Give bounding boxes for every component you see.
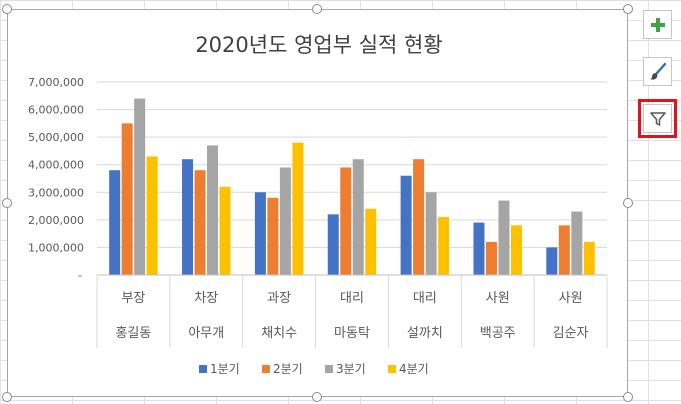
- resize-handle-top-left[interactable]: [2, 4, 12, 14]
- x-name-label: 설까치: [407, 326, 443, 341]
- resize-handle-bottom-center[interactable]: [312, 392, 322, 402]
- x-category-label: 차장: [194, 291, 218, 306]
- y-tick-label: 4,000,000: [28, 159, 84, 172]
- bar: [425, 192, 437, 275]
- x-name-label: 아무개: [188, 326, 224, 341]
- bar: [219, 186, 231, 275]
- bar: [485, 241, 497, 275]
- bar: [571, 211, 583, 275]
- chart-area[interactable]: 2020년도 영업부 실적 현황 - 1,000,000 2,000,000 3,00…: [7, 9, 628, 397]
- legend-label: 1분기: [210, 362, 240, 376]
- bar: [438, 217, 450, 275]
- x-category-label: 대리: [340, 291, 364, 306]
- chart-elements-button[interactable]: [643, 10, 672, 39]
- bar: [400, 175, 412, 275]
- bar: [510, 225, 522, 275]
- resize-handle-middle-left[interactable]: [2, 198, 12, 208]
- bar: [365, 208, 377, 275]
- x-name-label: 마동탁: [334, 326, 370, 341]
- resize-handle-top-right[interactable]: [623, 4, 633, 14]
- legend-label: 4분기: [399, 362, 429, 376]
- x-name-label: 백공주: [480, 326, 516, 341]
- bar: [327, 214, 339, 275]
- y-tick-label: -: [78, 269, 82, 282]
- bar: [473, 222, 485, 275]
- resize-handle-bottom-left[interactable]: [2, 392, 12, 402]
- chart-filters-button[interactable]: [638, 99, 677, 138]
- plus-icon: [650, 17, 665, 32]
- y-tick-label: 6,000,000: [28, 104, 84, 117]
- chart-styles-button[interactable]: [643, 57, 672, 86]
- bar-chart: 2020년도 영업부 실적 현황 - 1,000,000 2,000,000 3,00…: [28, 33, 608, 376]
- x-name-label: 홍길동: [115, 326, 151, 341]
- y-tick-label: 1,000,000: [28, 241, 84, 254]
- resize-handle-middle-right[interactable]: [623, 198, 633, 208]
- bar: [254, 192, 266, 275]
- bar: [109, 170, 121, 275]
- bar: [134, 98, 146, 276]
- y-tick-label: 5,000,000: [28, 131, 84, 144]
- x-name-label: 채치수: [261, 326, 297, 341]
- y-tick-label: 2,000,000: [28, 214, 84, 227]
- legend-label: 3분기: [336, 362, 366, 376]
- x-category-label: 부장: [121, 291, 145, 306]
- bar: [121, 123, 133, 275]
- x-category-label: 과장: [267, 291, 291, 306]
- bar: [207, 145, 219, 275]
- x-name-label: 김순자: [553, 326, 589, 341]
- x-category-label: 사원: [559, 291, 583, 306]
- y-tick-label: 7,000,000: [28, 76, 84, 89]
- x-category-label: 사원: [486, 291, 510, 306]
- bar: [182, 159, 194, 275]
- resize-handle-top-center[interactable]: [312, 4, 322, 14]
- legend-swatch: [388, 365, 396, 373]
- resize-handle-bottom-right[interactable]: [623, 392, 633, 402]
- paintbrush-icon: [649, 62, 666, 80]
- bar: [413, 159, 425, 275]
- bar: [558, 225, 570, 275]
- bar: [340, 167, 352, 275]
- x-category-label: 대리: [413, 291, 437, 306]
- legend-label: 2분기: [273, 362, 303, 376]
- bar: [498, 200, 510, 275]
- bar: [146, 156, 158, 275]
- bar: [352, 159, 364, 275]
- bar: [194, 170, 206, 275]
- legend-swatch: [325, 365, 333, 373]
- legend-swatch: [199, 365, 207, 373]
- bar: [267, 197, 279, 275]
- bar: [583, 241, 595, 275]
- funnel-icon: [649, 111, 666, 126]
- bar: [292, 142, 304, 275]
- bar: [546, 247, 558, 275]
- legend-swatch: [262, 365, 270, 373]
- chart-title[interactable]: 2020년도 영업부 실적 현황: [195, 33, 442, 57]
- y-tick-label: 3,000,000: [28, 186, 84, 199]
- bar: [279, 167, 291, 275]
